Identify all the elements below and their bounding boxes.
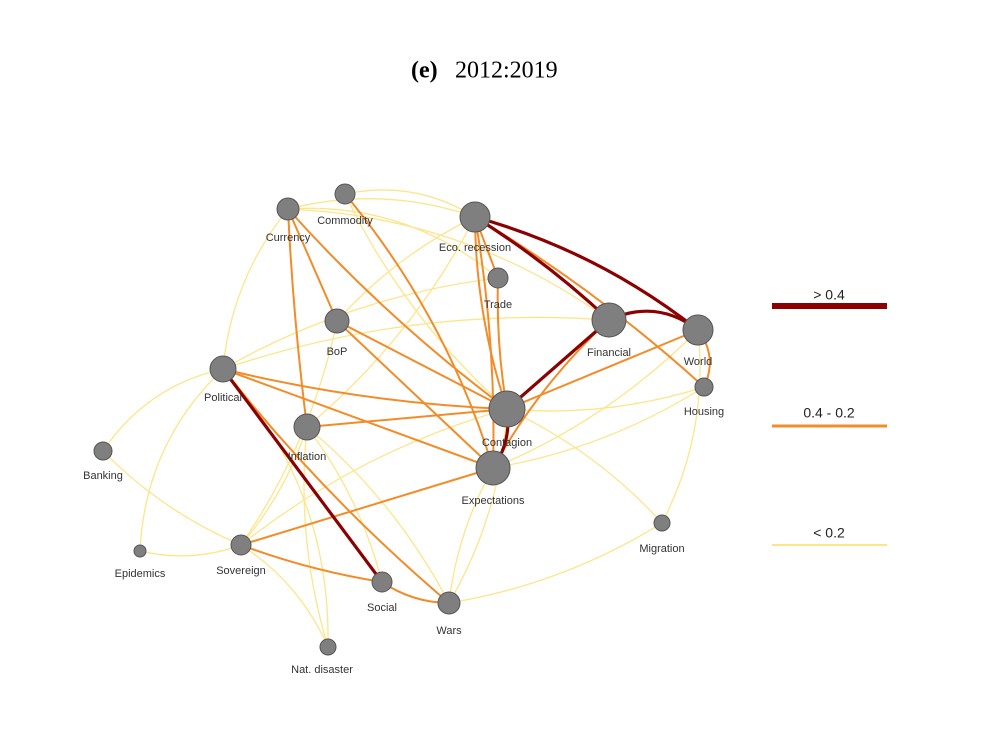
- node: [133, 544, 147, 558]
- edge: [102, 450, 242, 546]
- edge: [222, 208, 289, 370]
- edge: [139, 368, 224, 552]
- node: [93, 441, 113, 461]
- edge: [222, 368, 450, 604]
- node-label: Currency: [266, 232, 311, 244]
- node-label: Sovereign: [216, 565, 266, 577]
- node-label: Expectations: [462, 495, 525, 507]
- edge: [448, 522, 663, 604]
- node: [437, 591, 461, 615]
- edge: [344, 193, 508, 410]
- node: [319, 638, 337, 656]
- edge: [222, 277, 499, 370]
- edge: [139, 544, 242, 557]
- edge: [102, 368, 224, 452]
- node: [230, 534, 252, 556]
- nodes: Currency Commodity Eco. recession Trade BoP F…: [83, 183, 724, 676]
- node-label: Commodity: [317, 215, 373, 227]
- edge: [303, 426, 329, 648]
- node: [209, 355, 237, 383]
- node-label: Banking: [83, 470, 123, 482]
- node: [459, 201, 491, 233]
- edges: [102, 189, 711, 648]
- node: [334, 183, 356, 205]
- node: [488, 390, 526, 428]
- node: [653, 514, 671, 532]
- edge: [240, 467, 494, 546]
- node: [682, 314, 714, 346]
- edge: [240, 426, 308, 546]
- legend: > 0.4 0.4 - 0.2 < 0.2: [772, 287, 887, 546]
- edge: [287, 208, 610, 321]
- title-label: (e): [411, 58, 438, 84]
- edge: [221, 368, 384, 583]
- legend-label: < 0.2: [813, 525, 845, 541]
- edge: [661, 329, 701, 524]
- node-label: Housing: [684, 406, 724, 418]
- node: [371, 571, 393, 593]
- edge: [287, 208, 508, 410]
- edge: [506, 329, 699, 410]
- edge: [474, 215, 699, 332]
- node-label: Social: [367, 602, 397, 614]
- edge: [448, 467, 494, 604]
- node: [487, 267, 509, 289]
- edge: [306, 408, 508, 428]
- node: [591, 302, 627, 338]
- edge: [344, 189, 476, 218]
- node: [324, 308, 350, 334]
- edge: [287, 207, 499, 279]
- node-label: Nat. disaster: [291, 664, 353, 676]
- node: [293, 413, 321, 441]
- node-label: Political: [204, 392, 242, 404]
- edge: [492, 386, 705, 469]
- edge: [496, 277, 508, 410]
- node-label: Eco. recession: [439, 242, 511, 254]
- node-label: BoP: [327, 346, 348, 358]
- edge: [240, 320, 338, 546]
- edge: [344, 193, 494, 469]
- edge: [492, 329, 699, 469]
- edge: [336, 320, 508, 410]
- edge: [222, 316, 610, 370]
- node-label: Inflation: [288, 451, 327, 463]
- edge: [336, 320, 494, 469]
- edge: [240, 544, 383, 583]
- node: [694, 377, 714, 397]
- edge: [474, 216, 495, 469]
- node-label: Epidemics: [115, 568, 166, 580]
- edge: [306, 426, 383, 583]
- edge: [222, 368, 508, 410]
- edge: [506, 386, 705, 412]
- node-label: Financial: [587, 347, 631, 359]
- node-label: Wars: [436, 625, 462, 637]
- edge: [448, 408, 508, 604]
- legend-label: 0.4 - 0.2: [803, 405, 855, 421]
- edge: [222, 368, 329, 648]
- node-label: World: [684, 356, 713, 368]
- node-label: Trade: [484, 299, 512, 311]
- title-period: 2012:2019: [455, 58, 558, 84]
- edge: [505, 318, 611, 411]
- legend-label: > 0.4: [813, 287, 845, 303]
- edge: [287, 198, 476, 218]
- edge: [336, 216, 476, 322]
- edge: [222, 368, 494, 469]
- edge: [506, 408, 663, 524]
- edge: [306, 216, 476, 428]
- edge: [287, 208, 338, 322]
- edge: [240, 544, 329, 648]
- edge: [306, 426, 450, 604]
- edge: [474, 216, 508, 410]
- edge: [240, 408, 508, 546]
- node: [276, 197, 300, 221]
- node-label: Migration: [639, 543, 684, 555]
- edge: [474, 215, 611, 322]
- node-label: Contagion: [482, 437, 532, 449]
- edge: [287, 208, 308, 428]
- node: [475, 450, 511, 486]
